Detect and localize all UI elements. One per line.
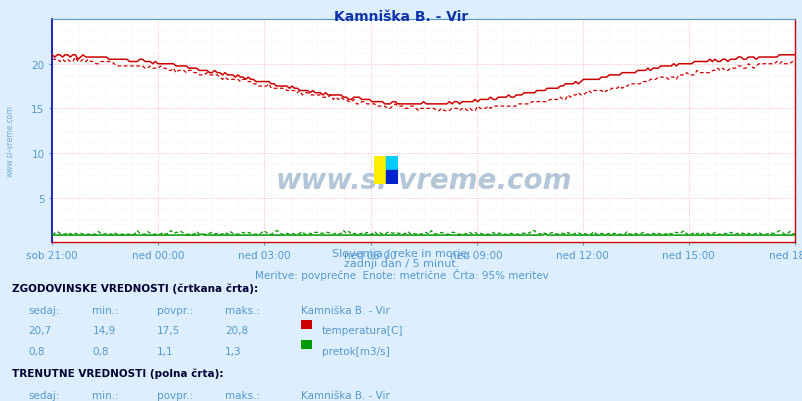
Text: 20,7: 20,7 bbox=[28, 326, 51, 336]
Text: www.si-vreme.com: www.si-vreme.com bbox=[275, 166, 571, 194]
Text: www.si-vreme.com: www.si-vreme.com bbox=[6, 105, 14, 176]
Bar bbox=[386, 171, 398, 185]
Text: 17,5: 17,5 bbox=[156, 326, 180, 336]
Text: min.:: min.: bbox=[92, 305, 119, 315]
Text: zadnji dan / 5 minut.: zadnji dan / 5 minut. bbox=[343, 259, 459, 269]
Text: temperatura[C]: temperatura[C] bbox=[322, 326, 403, 336]
Bar bbox=[374, 157, 386, 185]
Text: 0,8: 0,8 bbox=[92, 346, 109, 356]
Text: Kamniška B. - Vir: Kamniška B. - Vir bbox=[301, 305, 390, 315]
Text: 14,9: 14,9 bbox=[92, 326, 115, 336]
Text: TRENUTNE VREDNOSTI (polna črta):: TRENUTNE VREDNOSTI (polna črta): bbox=[12, 368, 223, 378]
Text: maks.:: maks.: bbox=[225, 305, 260, 315]
Text: pretok[m3/s]: pretok[m3/s] bbox=[322, 346, 389, 356]
Text: sedaj:: sedaj: bbox=[28, 390, 59, 400]
Text: Slovenija / reke in morje.: Slovenija / reke in morje. bbox=[332, 249, 470, 259]
Text: Meritve: povprečne  Enote: metrične  Črta: 95% meritev: Meritve: povprečne Enote: metrične Črta:… bbox=[254, 269, 548, 281]
Text: maks.:: maks.: bbox=[225, 390, 260, 400]
Text: sedaj:: sedaj: bbox=[28, 305, 59, 315]
Text: 1,3: 1,3 bbox=[225, 346, 241, 356]
Text: 20,8: 20,8 bbox=[225, 326, 248, 336]
Text: povpr.:: povpr.: bbox=[156, 390, 192, 400]
Text: Kamniška B. - Vir: Kamniška B. - Vir bbox=[334, 10, 468, 24]
Text: ZGODOVINSKE VREDNOSTI (črtkana črta):: ZGODOVINSKE VREDNOSTI (črtkana črta): bbox=[12, 283, 258, 293]
Bar bbox=[386, 157, 398, 171]
Text: Kamniška B. - Vir: Kamniška B. - Vir bbox=[301, 390, 390, 400]
Text: 1,1: 1,1 bbox=[156, 346, 173, 356]
Text: povpr.:: povpr.: bbox=[156, 305, 192, 315]
Text: min.:: min.: bbox=[92, 390, 119, 400]
Text: 0,8: 0,8 bbox=[28, 346, 45, 356]
